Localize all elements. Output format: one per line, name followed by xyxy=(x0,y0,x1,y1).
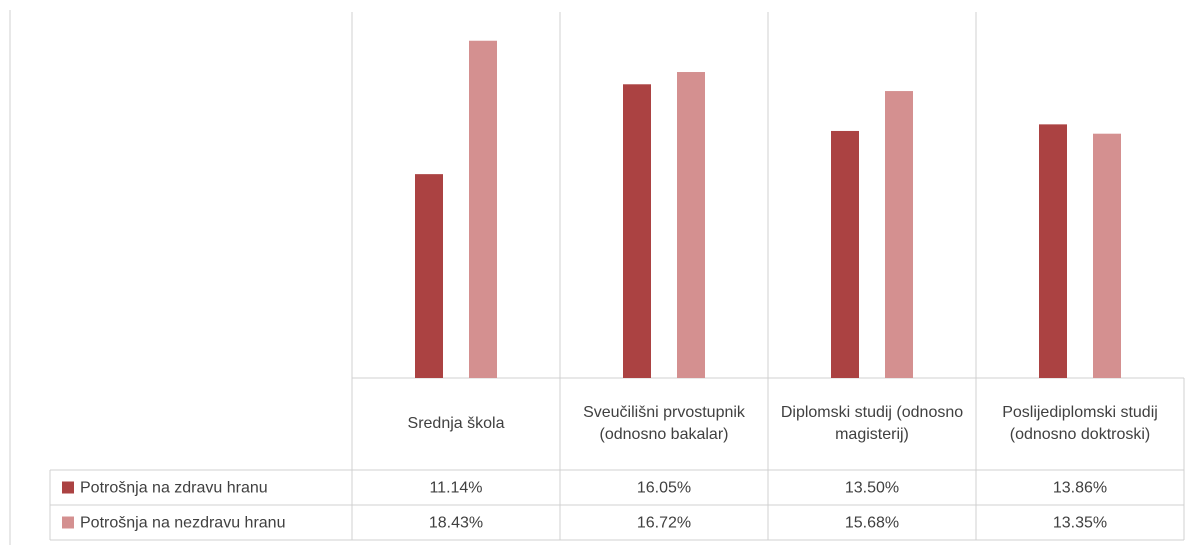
legend-swatch xyxy=(62,516,74,529)
category-cell: Diplomski studij (odnosno magisterij) xyxy=(780,404,964,443)
x-tick-label: Sveučilišni prvostupnik (odnosno bakalar… xyxy=(583,404,745,443)
legend-label: Potrošnja na nezdravu hranu xyxy=(80,515,285,532)
data-label: 16.72% xyxy=(637,515,691,532)
x-tick-label: Srednja škola xyxy=(407,415,505,432)
bar xyxy=(623,84,651,378)
category-cell: Poslijediplomski studij (odnosno doktros… xyxy=(1002,404,1158,443)
data-label: 13.86% xyxy=(1053,480,1107,497)
data-label: 13.35% xyxy=(1053,515,1107,532)
bar xyxy=(1039,124,1067,378)
data-label: 16.05% xyxy=(637,480,691,497)
data-label: 13.50% xyxy=(845,480,899,497)
x-tick-label: Diplomski studij (odnosno magisterij) xyxy=(780,404,964,443)
bar xyxy=(831,130,859,378)
data-label: 15.68% xyxy=(845,515,899,532)
bar xyxy=(885,91,913,378)
data-label: 18.43% xyxy=(429,515,483,532)
bar xyxy=(415,174,443,378)
x-tick-label: Poslijediplomski studij (odnosno doktros… xyxy=(1002,404,1158,443)
bar xyxy=(677,72,705,379)
legend-label: Potrošnja na zdravu hranu xyxy=(80,480,268,497)
data-label: 11.14% xyxy=(429,480,482,497)
bar xyxy=(1093,133,1121,378)
legend-swatch xyxy=(62,481,74,494)
category-cell: Srednja škola xyxy=(407,415,505,432)
category-cell: Sveučilišni prvostupnik (odnosno bakalar… xyxy=(583,404,745,443)
bar xyxy=(469,40,497,379)
